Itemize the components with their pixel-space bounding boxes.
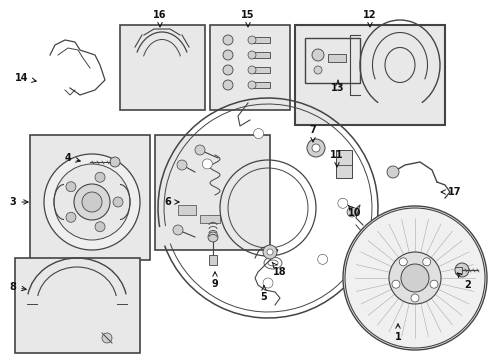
Bar [251,67,269,73]
Circle shape [66,182,76,192]
Circle shape [110,157,120,167]
Circle shape [66,212,76,222]
Circle shape [266,249,272,255]
Text: 13: 13 [330,80,344,93]
Bar [251,52,269,58]
Circle shape [346,207,356,217]
Circle shape [422,258,430,266]
Circle shape [247,36,256,44]
Bar [251,37,269,43]
Bar [335,150,351,178]
Text: 8: 8 [10,282,26,292]
Text: 1: 1 [394,324,401,342]
Circle shape [247,81,256,89]
Circle shape [263,278,272,288]
Text: 6: 6 [164,197,179,207]
Circle shape [263,245,276,259]
Bar [155,135,269,250]
Circle shape [223,80,232,90]
Circle shape [195,145,204,155]
Circle shape [400,264,428,292]
Bar [305,38,359,83]
Circle shape [207,232,218,242]
Text: 9: 9 [211,272,218,289]
Circle shape [310,145,320,155]
Bar [208,255,217,265]
Text: 3: 3 [10,197,28,207]
Text: 16: 16 [153,10,166,27]
Bar [178,205,196,215]
Circle shape [253,129,263,139]
Circle shape [337,198,347,208]
Circle shape [342,206,486,350]
Bar [15,258,140,353]
Circle shape [177,160,186,170]
Text: 7: 7 [309,125,316,142]
Bar [251,82,269,88]
Circle shape [429,280,437,288]
Bar [30,135,150,260]
Circle shape [247,51,256,59]
Bar [327,54,346,62]
Circle shape [306,139,325,157]
Bar [120,25,204,110]
Bar [200,215,220,223]
Text: 17: 17 [440,187,461,197]
Circle shape [223,35,232,45]
Bar [294,25,444,125]
Text: 2: 2 [457,273,470,290]
Circle shape [247,66,256,74]
Circle shape [54,164,130,240]
Circle shape [410,294,418,302]
Circle shape [311,144,319,152]
Circle shape [95,222,105,232]
Circle shape [102,333,112,343]
Circle shape [313,66,321,74]
Text: 5: 5 [260,286,267,302]
Text: 12: 12 [363,10,376,27]
Text: 18: 18 [271,262,286,277]
Bar [209,25,289,110]
Circle shape [454,263,468,277]
Text: 14: 14 [15,73,36,83]
Circle shape [391,280,399,288]
Circle shape [82,192,102,212]
Text: 4: 4 [64,153,80,163]
Circle shape [202,159,212,169]
Circle shape [223,65,232,75]
Circle shape [311,49,324,61]
Circle shape [44,154,140,250]
Circle shape [95,172,105,182]
Text: 10: 10 [347,205,361,218]
Circle shape [317,255,327,264]
Text: 15: 15 [241,10,254,27]
Circle shape [388,252,440,304]
Text: 11: 11 [329,150,343,167]
Circle shape [386,166,398,178]
Circle shape [74,184,110,220]
Circle shape [173,225,183,235]
Circle shape [223,50,232,60]
Circle shape [113,197,123,207]
Circle shape [398,258,407,266]
